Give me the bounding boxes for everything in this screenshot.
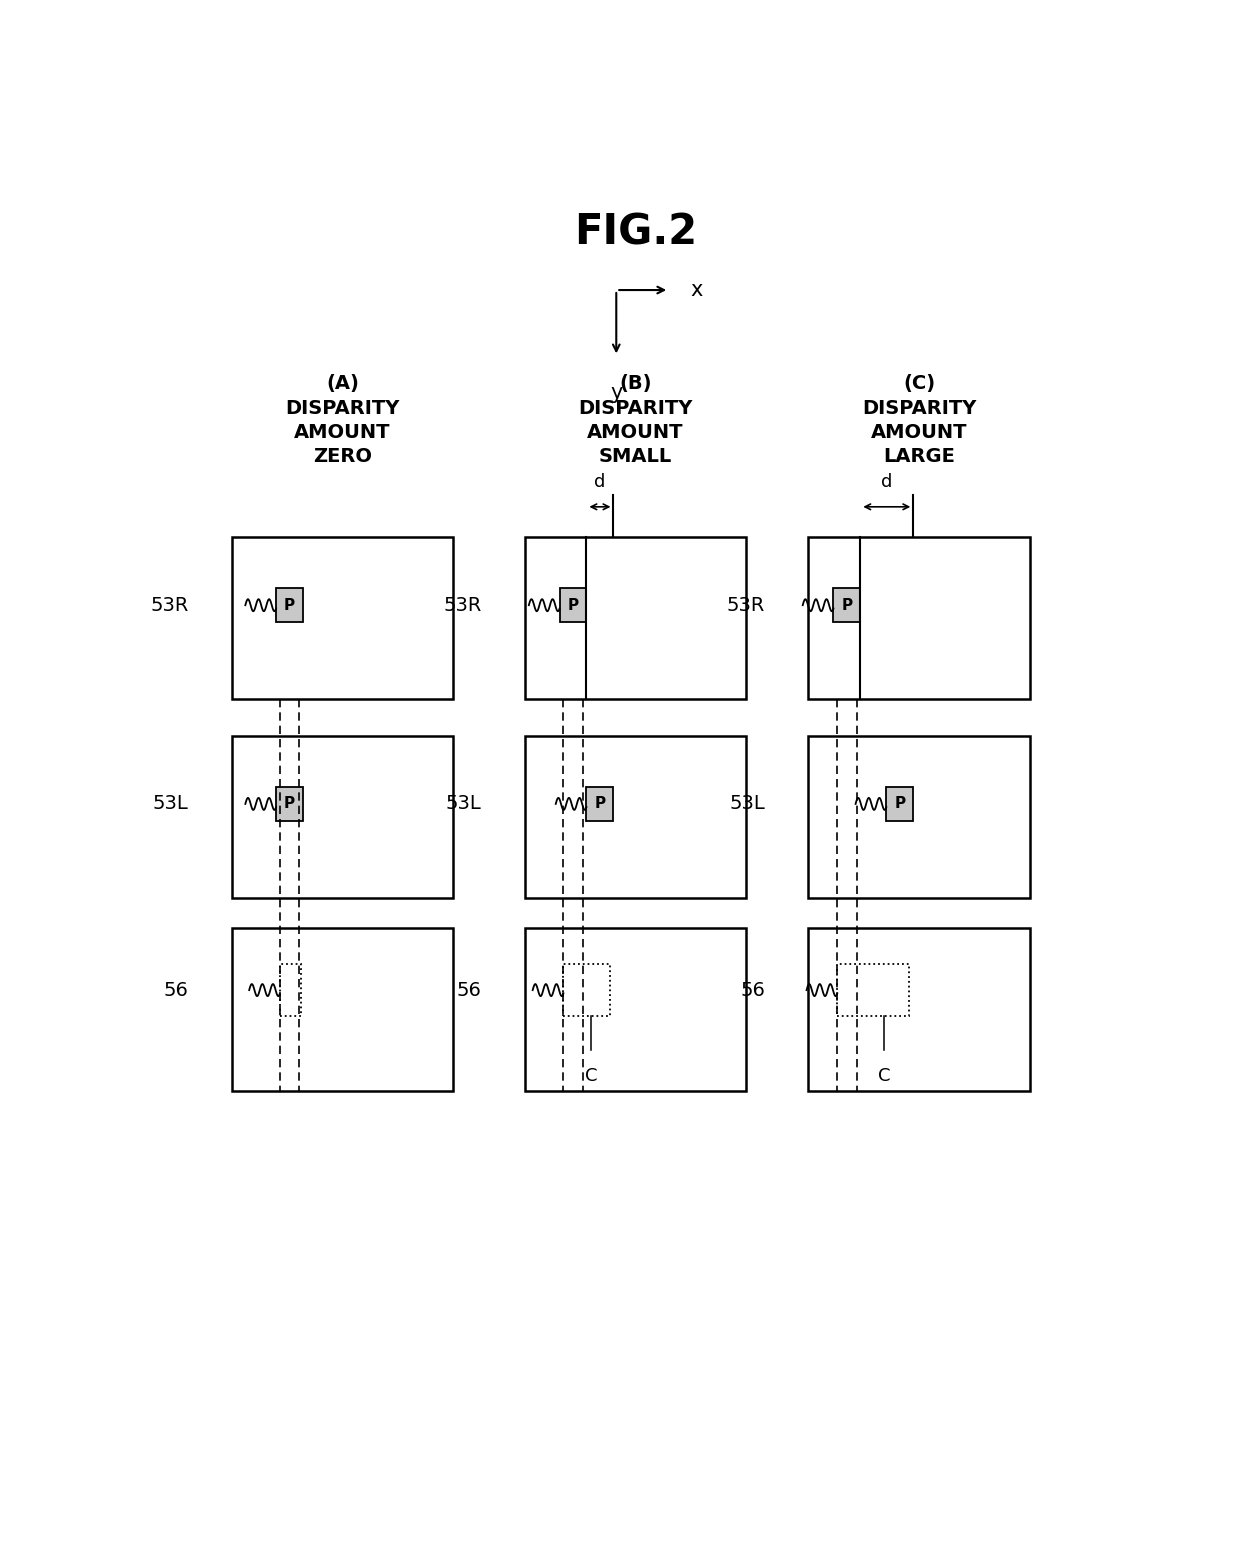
- Text: P: P: [894, 796, 905, 812]
- Bar: [232, 929, 453, 1092]
- Text: 56: 56: [456, 981, 481, 999]
- Text: P: P: [568, 597, 579, 613]
- Text: d: d: [594, 474, 605, 491]
- Text: P: P: [284, 597, 295, 613]
- Bar: [277, 787, 303, 821]
- Text: (C)
DISPARITY
AMOUNT
LARGE: (C) DISPARITY AMOUNT LARGE: [862, 374, 976, 466]
- Text: 53R: 53R: [727, 596, 765, 615]
- Text: P: P: [842, 597, 852, 613]
- Text: y: y: [610, 383, 622, 404]
- Text: 53L: 53L: [729, 795, 765, 813]
- Bar: [280, 965, 301, 1017]
- Bar: [525, 929, 746, 1092]
- Bar: [808, 929, 1029, 1092]
- Bar: [563, 965, 610, 1017]
- Text: C: C: [585, 1067, 598, 1085]
- Bar: [525, 735, 746, 898]
- Text: P: P: [284, 796, 295, 812]
- Bar: [837, 965, 909, 1017]
- Bar: [559, 588, 587, 622]
- Text: 53L: 53L: [153, 795, 188, 813]
- Text: 53R: 53R: [150, 596, 188, 615]
- Text: (B)
DISPARITY
AMOUNT
SMALL: (B) DISPARITY AMOUNT SMALL: [578, 374, 693, 466]
- Text: 53R: 53R: [444, 596, 481, 615]
- Text: (A)
DISPARITY
AMOUNT
ZERO: (A) DISPARITY AMOUNT ZERO: [285, 374, 399, 466]
- Bar: [232, 735, 453, 898]
- Bar: [887, 787, 913, 821]
- Bar: [232, 536, 453, 699]
- Text: P: P: [594, 796, 605, 812]
- Bar: [833, 588, 861, 622]
- Text: C: C: [878, 1067, 890, 1085]
- Text: 56: 56: [740, 981, 765, 999]
- Bar: [808, 735, 1029, 898]
- Bar: [587, 787, 614, 821]
- Bar: [525, 536, 746, 699]
- Text: x: x: [691, 280, 703, 300]
- Bar: [808, 536, 1029, 699]
- Bar: [277, 588, 303, 622]
- Text: 53L: 53L: [446, 795, 481, 813]
- Text: FIG.2: FIG.2: [574, 211, 697, 253]
- Text: 56: 56: [164, 981, 188, 999]
- Text: d: d: [882, 474, 893, 491]
